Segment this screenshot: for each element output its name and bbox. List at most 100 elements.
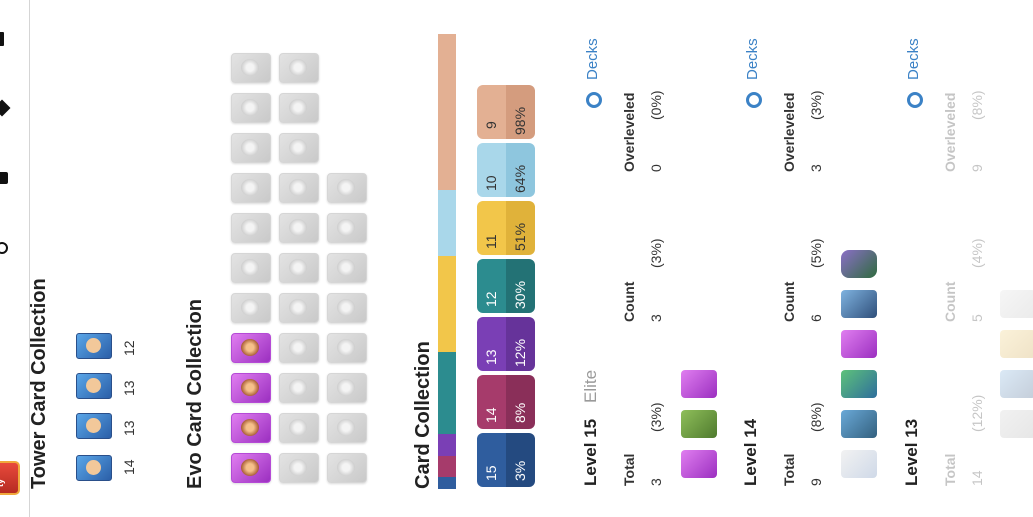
evo-card-locked[interactable] bbox=[279, 93, 319, 123]
tower-level-1: 14 bbox=[121, 459, 137, 475]
diamond-icon[interactable] bbox=[0, 99, 11, 117]
count-percent: (4%) bbox=[969, 238, 985, 268]
count-percent: (5%) bbox=[808, 238, 824, 268]
evo-card-locked[interactable] bbox=[231, 173, 271, 203]
deck-card[interactable] bbox=[841, 450, 877, 478]
evo-card[interactable] bbox=[231, 373, 271, 403]
deck-card[interactable] bbox=[681, 370, 717, 398]
search-nav-icon[interactable] bbox=[0, 242, 8, 254]
deck-card[interactable] bbox=[1000, 410, 1033, 438]
evo-card-locked[interactable] bbox=[231, 93, 271, 123]
tower-level-2: 13 bbox=[121, 420, 137, 436]
deck-card[interactable] bbox=[841, 330, 877, 358]
group-subtitle: Elite bbox=[581, 369, 600, 403]
level-tile-11[interactable]: 11 51% bbox=[477, 201, 535, 255]
overleveled-label: Overleveled bbox=[942, 92, 958, 172]
evo-card[interactable] bbox=[231, 413, 271, 443]
decks-label: Decks bbox=[905, 38, 922, 80]
tower-card-1[interactable] bbox=[76, 455, 112, 481]
decks-link[interactable]: Decks bbox=[903, 30, 927, 110]
total-value: 14 bbox=[969, 470, 985, 486]
deck-card[interactable] bbox=[841, 370, 877, 398]
tower-card-3[interactable] bbox=[76, 373, 112, 399]
tower-section-title: Tower Card Collection bbox=[28, 278, 50, 489]
card-icon[interactable] bbox=[0, 172, 8, 184]
level-percent: 3% bbox=[512, 460, 528, 481]
overleveled-value: 0 bbox=[648, 164, 664, 172]
level-number: 14 bbox=[483, 407, 499, 423]
distribution-segment-13 bbox=[438, 434, 456, 456]
search-icon bbox=[907, 92, 923, 108]
decks-label: Decks bbox=[744, 38, 761, 80]
evo-card[interactable] bbox=[231, 333, 271, 363]
search-icon bbox=[746, 92, 762, 108]
evo-card-locked[interactable] bbox=[327, 293, 367, 323]
deck-card[interactable] bbox=[841, 410, 877, 438]
evo-card-locked[interactable] bbox=[231, 253, 271, 283]
menu-icon[interactable] bbox=[0, 32, 4, 46]
evo-card-locked[interactable] bbox=[327, 213, 367, 243]
tower-card-2[interactable] bbox=[76, 413, 112, 439]
group-title: Level 15 bbox=[581, 418, 600, 486]
evo-card-locked[interactable] bbox=[231, 53, 271, 83]
evo-card[interactable] bbox=[231, 453, 271, 483]
evo-card-locked[interactable] bbox=[279, 453, 319, 483]
level-tile-12[interactable]: 12 30% bbox=[477, 259, 535, 313]
card-section-title: Card Collection bbox=[412, 341, 434, 489]
evo-card-locked[interactable] bbox=[327, 173, 367, 203]
deck-card[interactable] bbox=[841, 290, 877, 318]
level-number: 13 bbox=[483, 349, 499, 365]
total-percent: (8%) bbox=[808, 402, 824, 432]
deck-card[interactable] bbox=[681, 450, 717, 478]
level-percent: 98% bbox=[512, 106, 528, 135]
distribution-segment-14 bbox=[438, 456, 456, 477]
count-value: 6 bbox=[808, 314, 824, 322]
deck-card[interactable] bbox=[1000, 370, 1033, 398]
deck-card[interactable] bbox=[841, 250, 877, 278]
overleveled-value: 9 bbox=[969, 164, 985, 172]
level-tile-13[interactable]: 13 12% bbox=[477, 317, 535, 371]
evo-card-locked[interactable] bbox=[231, 293, 271, 323]
overleveled-label: Overleveled bbox=[621, 92, 637, 172]
overleveled-percent: (3%) bbox=[808, 90, 824, 120]
level-tile-10[interactable]: 10 64% bbox=[477, 143, 535, 197]
profile-badge-label: ty bbox=[0, 478, 5, 487]
tower-level-3: 13 bbox=[121, 380, 137, 396]
evo-card-locked[interactable] bbox=[327, 413, 367, 443]
evo-card-locked[interactable] bbox=[327, 253, 367, 283]
count-percent: (3%) bbox=[648, 238, 664, 268]
profile-badge[interactable]: ty bbox=[0, 461, 20, 495]
tower-level-4: 12 bbox=[121, 340, 137, 356]
count-value: 5 bbox=[969, 314, 985, 322]
evo-card-locked[interactable] bbox=[279, 373, 319, 403]
total-percent: (3%) bbox=[648, 402, 664, 432]
evo-card-locked[interactable] bbox=[327, 333, 367, 363]
evo-card-locked[interactable] bbox=[279, 213, 319, 243]
decks-link[interactable]: Decks bbox=[582, 30, 606, 110]
total-label: Total bbox=[781, 453, 797, 486]
evo-card-locked[interactable] bbox=[279, 333, 319, 363]
total-value: 3 bbox=[648, 478, 664, 486]
tower-card-4[interactable] bbox=[76, 333, 112, 359]
level-tile-14[interactable]: 14 8% bbox=[477, 375, 535, 429]
evo-card-locked[interactable] bbox=[279, 253, 319, 283]
evo-card-locked[interactable] bbox=[279, 173, 319, 203]
evo-card-locked[interactable] bbox=[279, 133, 319, 163]
evo-card-locked[interactable] bbox=[327, 453, 367, 483]
evo-card-locked[interactable] bbox=[327, 373, 367, 403]
distribution-segment-10 bbox=[438, 190, 456, 256]
deck-card[interactable] bbox=[1000, 290, 1033, 318]
evo-card-locked[interactable] bbox=[279, 53, 319, 83]
evo-card-locked[interactable] bbox=[279, 413, 319, 443]
deck-card[interactable] bbox=[681, 410, 717, 438]
level-tile-15[interactable]: 15 3% bbox=[477, 433, 535, 487]
overleveled-percent: (8%) bbox=[969, 90, 985, 120]
deck-card[interactable] bbox=[1000, 330, 1033, 358]
distribution-segment-9 bbox=[438, 34, 456, 190]
level-tile-9[interactable]: 9 98% bbox=[477, 85, 535, 139]
evo-card-locked[interactable] bbox=[231, 133, 271, 163]
evo-card-locked[interactable] bbox=[279, 293, 319, 323]
decks-link[interactable]: Decks bbox=[742, 30, 766, 110]
total-label: Total bbox=[942, 453, 958, 486]
evo-card-locked[interactable] bbox=[231, 213, 271, 243]
